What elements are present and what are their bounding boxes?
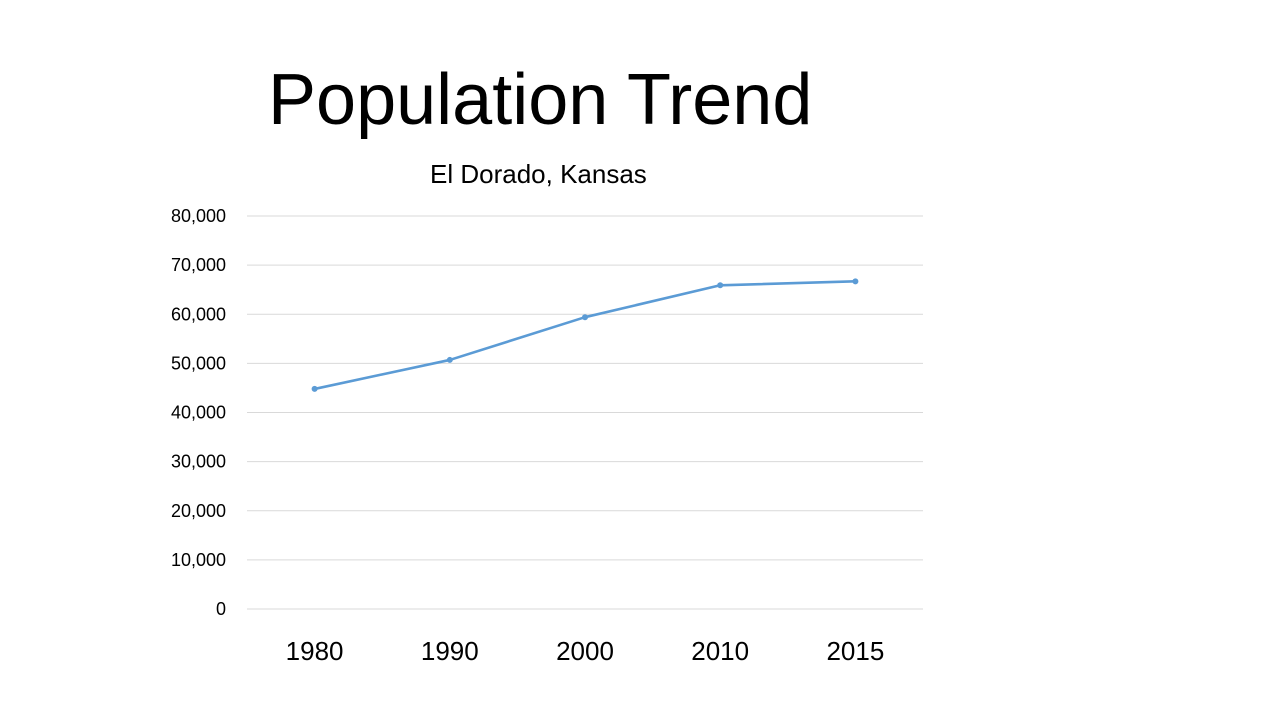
y-tick-label: 80,000: [171, 206, 226, 226]
chart-title: Population Trend: [268, 60, 813, 140]
data-point-1990: [446, 356, 453, 363]
y-tick-label: 0: [216, 599, 226, 619]
data-point-2000: [582, 314, 588, 321]
y-tick-label: 50,000: [171, 353, 226, 373]
x-tick-label: 2015: [826, 636, 884, 666]
y-tick-label: 20,000: [171, 501, 226, 521]
y-tick-label: 60,000: [171, 304, 226, 324]
chart-subtitle: El Dorado, Kansas: [430, 159, 647, 189]
y-tick-label: 10,000: [171, 550, 226, 570]
data-point-2010: [717, 282, 724, 289]
x-tick-label: 2000: [556, 636, 614, 666]
data-point-1980: [311, 385, 318, 392]
data-point-2015: [852, 278, 859, 285]
y-tick-label: 70,000: [171, 255, 226, 275]
series-line: [314, 280, 856, 391]
x-tick-label: 1990: [421, 636, 479, 666]
y-tick-label: 40,000: [171, 403, 226, 423]
x-tick-label: 2010: [691, 636, 749, 666]
x-tick-label: 1980: [286, 636, 344, 666]
y-tick-label: 30,000: [171, 452, 226, 472]
